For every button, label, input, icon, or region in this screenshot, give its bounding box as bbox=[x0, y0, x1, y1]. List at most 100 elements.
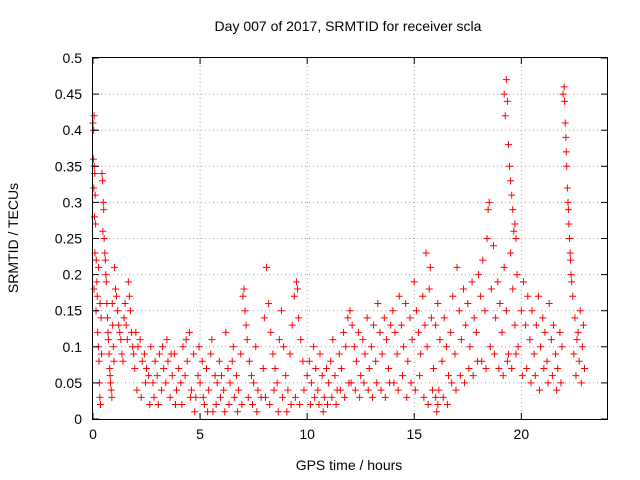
data-point bbox=[143, 364, 151, 372]
data-point bbox=[382, 336, 390, 344]
data-point bbox=[191, 408, 199, 416]
data-point bbox=[540, 364, 548, 372]
data-point bbox=[554, 364, 562, 372]
data-point bbox=[528, 307, 536, 315]
y-tick-label: 0.45 bbox=[55, 86, 82, 102]
data-point bbox=[389, 307, 397, 315]
data-point bbox=[282, 372, 290, 380]
data-point bbox=[566, 249, 574, 257]
data-point bbox=[292, 278, 300, 286]
data-point bbox=[274, 408, 282, 416]
data-point bbox=[566, 235, 574, 242]
data-point bbox=[110, 357, 118, 365]
data-point bbox=[296, 401, 304, 409]
data-point bbox=[451, 350, 459, 358]
data-point bbox=[108, 299, 116, 307]
data-point bbox=[342, 343, 350, 351]
data-point bbox=[377, 386, 385, 394]
data-point bbox=[574, 328, 582, 336]
data-point bbox=[537, 343, 545, 351]
data-point bbox=[407, 379, 415, 387]
data-point bbox=[422, 249, 430, 257]
data-point bbox=[563, 184, 571, 192]
data-point bbox=[424, 401, 432, 409]
data-point bbox=[310, 343, 318, 351]
data-point bbox=[113, 292, 121, 300]
data-point bbox=[178, 401, 186, 409]
data-point bbox=[221, 408, 229, 416]
y-tick-label: 0.4 bbox=[63, 122, 83, 138]
data-point bbox=[93, 278, 101, 286]
data-point bbox=[432, 393, 440, 401]
data-point bbox=[415, 328, 423, 336]
data-point bbox=[250, 379, 258, 387]
data-point bbox=[89, 155, 97, 163]
data-point bbox=[232, 372, 240, 380]
y-tick-label: 0.1 bbox=[63, 339, 83, 355]
data-point bbox=[372, 357, 380, 365]
data-point bbox=[460, 285, 468, 293]
y-tick-label: 0 bbox=[74, 411, 82, 427]
data-point bbox=[185, 328, 193, 336]
data-point bbox=[340, 328, 348, 336]
data-point bbox=[212, 401, 220, 409]
data-point bbox=[483, 235, 491, 242]
data-point bbox=[397, 321, 405, 329]
data-point bbox=[225, 401, 233, 409]
data-point bbox=[552, 350, 560, 358]
data-point bbox=[99, 227, 107, 235]
data-point bbox=[99, 198, 107, 206]
data-point bbox=[357, 372, 365, 380]
data-point bbox=[513, 271, 521, 279]
data-point bbox=[154, 401, 162, 409]
data-point bbox=[284, 386, 292, 394]
data-point bbox=[462, 321, 470, 329]
data-point bbox=[536, 386, 544, 394]
data-point bbox=[108, 393, 116, 401]
data-point bbox=[561, 97, 569, 105]
data-point bbox=[262, 263, 270, 271]
x-tick-label: 0 bbox=[89, 426, 97, 442]
data-point bbox=[280, 343, 288, 351]
data-point bbox=[465, 364, 473, 372]
data-point bbox=[571, 314, 579, 322]
data-point bbox=[230, 393, 238, 401]
data-point bbox=[267, 328, 275, 336]
data-point bbox=[577, 379, 585, 387]
data-point bbox=[190, 350, 198, 358]
data-point bbox=[503, 357, 511, 365]
data-point bbox=[410, 278, 418, 286]
data-point bbox=[433, 408, 441, 416]
data-point bbox=[365, 364, 373, 372]
data-point bbox=[171, 401, 179, 409]
data-point bbox=[553, 386, 561, 394]
data-point bbox=[481, 307, 489, 315]
data-point bbox=[559, 90, 567, 98]
y-tick-label: 0.35 bbox=[55, 158, 82, 174]
data-point bbox=[273, 379, 281, 387]
data-point bbox=[218, 372, 225, 380]
data-point bbox=[543, 357, 551, 365]
data-point bbox=[147, 343, 155, 351]
data-point bbox=[109, 343, 117, 351]
data-point bbox=[104, 314, 112, 322]
data-point bbox=[373, 379, 381, 387]
data-point bbox=[159, 343, 167, 351]
data-point bbox=[126, 307, 134, 315]
data-point bbox=[104, 328, 112, 336]
data-point bbox=[411, 386, 419, 394]
data-point bbox=[288, 321, 296, 329]
data-point bbox=[427, 314, 435, 322]
data-point bbox=[549, 321, 557, 329]
data-point bbox=[364, 386, 372, 394]
data-point bbox=[266, 401, 274, 409]
data-point bbox=[199, 393, 207, 401]
data-point bbox=[502, 76, 510, 84]
data-point bbox=[509, 206, 517, 214]
data-point bbox=[115, 321, 123, 329]
data-point bbox=[393, 350, 401, 358]
data-point bbox=[492, 314, 500, 322]
data-point bbox=[495, 364, 503, 372]
